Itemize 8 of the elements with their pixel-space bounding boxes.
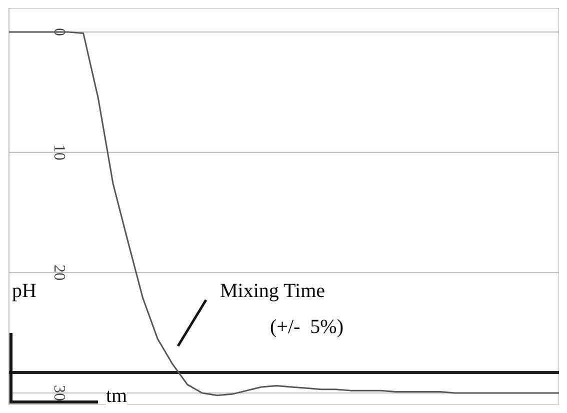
- y-tick-label: 0: [50, 28, 68, 36]
- y-tick-label: 10: [50, 144, 68, 160]
- y-axis-title: pH: [12, 280, 36, 303]
- annotation: Mixing Time: [220, 280, 326, 303]
- y-tick-label: 30: [50, 384, 68, 401]
- annotation: (+/- 5%): [270, 316, 344, 339]
- y-tick-label: 20: [50, 264, 68, 281]
- x-axis-title: tm: [106, 385, 128, 407]
